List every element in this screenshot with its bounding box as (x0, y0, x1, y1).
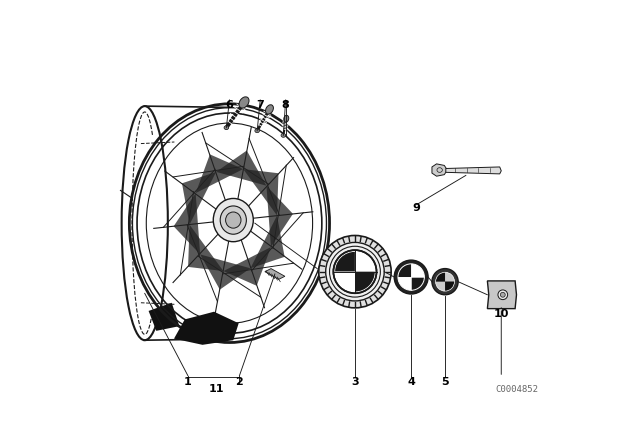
Text: 1: 1 (184, 377, 192, 387)
Ellipse shape (220, 206, 246, 234)
Ellipse shape (284, 115, 289, 122)
Polygon shape (446, 167, 501, 174)
Wedge shape (355, 271, 375, 292)
Polygon shape (216, 151, 266, 186)
Text: 8: 8 (282, 99, 289, 110)
Polygon shape (182, 172, 216, 224)
Wedge shape (436, 272, 445, 282)
Polygon shape (265, 269, 285, 280)
Polygon shape (200, 254, 250, 290)
Ellipse shape (326, 242, 384, 301)
Ellipse shape (255, 129, 259, 133)
Wedge shape (398, 277, 411, 290)
Ellipse shape (432, 269, 458, 295)
Ellipse shape (394, 260, 428, 294)
Ellipse shape (225, 212, 241, 228)
Polygon shape (196, 155, 243, 193)
Text: 7: 7 (257, 99, 264, 110)
Wedge shape (411, 277, 424, 290)
Polygon shape (266, 186, 293, 247)
Text: C0004852: C0004852 (495, 385, 538, 394)
Text: 4: 4 (407, 377, 415, 387)
Text: 9: 9 (413, 203, 420, 213)
Polygon shape (173, 193, 200, 254)
Wedge shape (445, 272, 454, 282)
Wedge shape (411, 264, 424, 277)
Ellipse shape (498, 290, 508, 300)
Text: 3: 3 (351, 377, 359, 387)
Polygon shape (432, 164, 447, 176)
Ellipse shape (213, 198, 253, 242)
Wedge shape (436, 282, 445, 291)
Wedge shape (445, 282, 454, 291)
Polygon shape (488, 281, 516, 309)
Text: 6: 6 (225, 99, 234, 110)
Text: 11: 11 (209, 384, 224, 395)
Wedge shape (355, 252, 375, 271)
Wedge shape (398, 264, 411, 277)
Ellipse shape (319, 236, 391, 308)
Ellipse shape (281, 134, 285, 137)
Text: 10: 10 (493, 309, 509, 319)
Polygon shape (188, 224, 223, 271)
Text: 5: 5 (441, 377, 449, 387)
Polygon shape (250, 215, 285, 268)
Polygon shape (243, 169, 278, 215)
Polygon shape (148, 303, 179, 331)
Wedge shape (335, 252, 355, 271)
Polygon shape (174, 312, 239, 345)
Wedge shape (335, 271, 355, 292)
Text: 2: 2 (236, 377, 243, 387)
Ellipse shape (500, 293, 505, 297)
Ellipse shape (224, 126, 228, 129)
Ellipse shape (333, 250, 376, 293)
Polygon shape (223, 247, 271, 286)
Ellipse shape (266, 105, 273, 114)
Ellipse shape (239, 97, 249, 108)
